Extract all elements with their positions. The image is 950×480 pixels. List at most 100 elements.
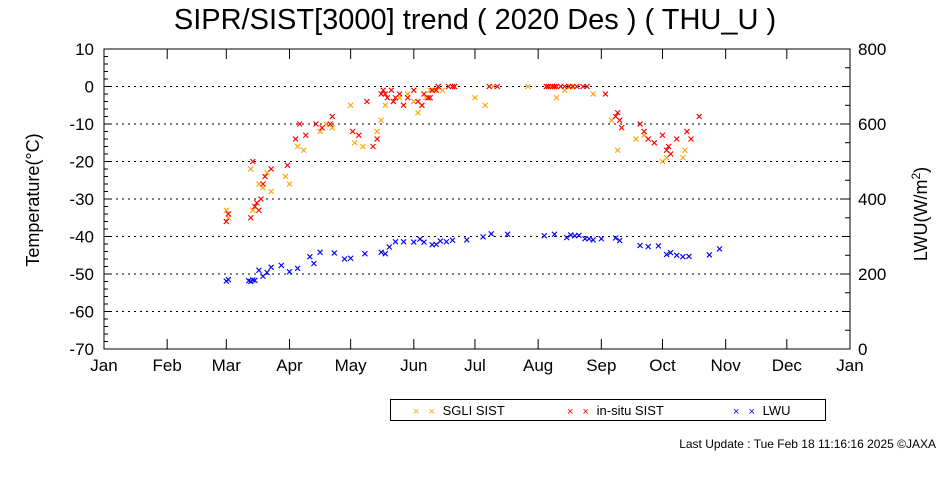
lwu-point [541, 232, 548, 239]
insitu-point [667, 151, 674, 157]
insitu-point [614, 109, 621, 116]
insitu-point [319, 124, 326, 131]
insitu-point [425, 94, 432, 101]
insitu-point [637, 121, 643, 127]
legend-marker-sgli: × × [413, 406, 438, 418]
lwu-point [311, 260, 317, 267]
insitu-point [486, 83, 493, 90]
insitu-point [249, 158, 256, 165]
lwu-point [286, 268, 293, 275]
insitu-point [404, 94, 411, 101]
x-tick-label: Jan [90, 356, 117, 375]
lwu-point [341, 256, 348, 262]
x-tick-label: Nov [711, 356, 742, 375]
insitu-point [364, 98, 370, 105]
sgli-point [525, 83, 531, 90]
lwu-point [637, 242, 643, 249]
lwu-point [679, 253, 686, 260]
insitu-point [258, 196, 264, 202]
insitu-point [665, 143, 672, 150]
y2-axis-label: LWU(W/m2) [909, 167, 931, 261]
insitu-point [355, 132, 362, 139]
lwu-point [347, 255, 354, 262]
y2-tick-label: 400 [858, 190, 886, 209]
lwu-point [437, 238, 444, 244]
x-tick-label: Mar [212, 356, 242, 375]
y-tick-label: -50 [69, 265, 94, 284]
lwu-point [443, 238, 450, 245]
lwu-point [225, 276, 232, 283]
sgli-point [282, 173, 289, 180]
y2-axis-label-sup: 2 [909, 173, 923, 180]
y2-tick-label: 0 [858, 340, 867, 359]
y2-axis-label-main: LWU(W/m [911, 180, 931, 262]
lwu-point [590, 236, 597, 243]
insitu-point [451, 83, 458, 90]
insitu-point [390, 98, 397, 105]
lwu-point [449, 237, 456, 244]
lwu-point [563, 234, 570, 241]
insitu-point [370, 143, 376, 150]
lwu-point [586, 235, 593, 242]
tick-labels: 100-10-20-30-40-50-60-708006004002000Jan… [69, 40, 886, 375]
lwu-point [255, 267, 262, 274]
insitu-point [684, 128, 690, 135]
lwu-point [410, 239, 417, 246]
insitu-point [696, 113, 703, 120]
x-tick-label: Jul [464, 356, 486, 375]
y-tick-label: -30 [69, 190, 94, 209]
sgli-point [553, 94, 560, 101]
chart-title: SIPR/SIST[3000] trend ( 2020 Des ) ( THU… [173, 4, 777, 36]
sgli-point [359, 143, 366, 150]
lwu-point [706, 251, 713, 258]
insitu-point [573, 83, 580, 90]
insitu-point [296, 121, 303, 127]
insitu-point [584, 83, 590, 90]
lwu-point [480, 233, 487, 240]
y2-tick-label: 600 [858, 115, 886, 134]
data-points [223, 83, 723, 285]
y-tick-label: -10 [69, 115, 94, 134]
sgli-point [317, 128, 323, 135]
sgli-point [247, 166, 254, 172]
lwu-point [278, 262, 285, 269]
sgli-point [329, 124, 336, 131]
lwu-point [575, 232, 582, 239]
sgli-point [614, 147, 621, 154]
lwu-point [663, 251, 670, 258]
sgli-point [249, 207, 256, 214]
lwu-point [251, 277, 258, 284]
lwu-point [264, 269, 270, 276]
lwu-point [382, 250, 389, 257]
legend-label-lwu: LWU [762, 403, 791, 418]
insitu-point [374, 136, 381, 142]
insitu-point [616, 117, 623, 124]
insitu-point [551, 83, 558, 90]
x-tick-label: Sep [586, 356, 616, 375]
insitu-point [618, 124, 625, 131]
legend-item-insitu: × × in-situ SIST [567, 402, 664, 420]
last-update-text: Last Update : Tue Feb 18 11:16:16 2025 ©… [679, 437, 936, 451]
insitu-point [449, 83, 456, 90]
insitu-point [410, 87, 417, 94]
x-tick-label: Dec [772, 356, 803, 375]
x-tick-label: Jan [836, 356, 863, 375]
insitu-point [284, 162, 291, 169]
lwu-point [598, 235, 605, 242]
lwu-point [378, 249, 385, 256]
insitu-point [435, 83, 442, 90]
insitu-point [292, 136, 299, 142]
y-tick-label: 10 [75, 40, 94, 59]
insitu-point [651, 139, 658, 146]
insitu-point [247, 214, 254, 221]
grid-lines [104, 86, 850, 312]
legend-label-sgli: SGLI SIST [442, 403, 505, 418]
lwu-point [317, 249, 323, 256]
y-tick-label: -40 [69, 228, 94, 247]
y-tick-label: -60 [69, 303, 94, 322]
y2-tick-label: 200 [858, 265, 886, 284]
lwu-point [616, 237, 623, 244]
x-tick-label: Apr [276, 356, 303, 375]
lwu-point [306, 253, 313, 260]
